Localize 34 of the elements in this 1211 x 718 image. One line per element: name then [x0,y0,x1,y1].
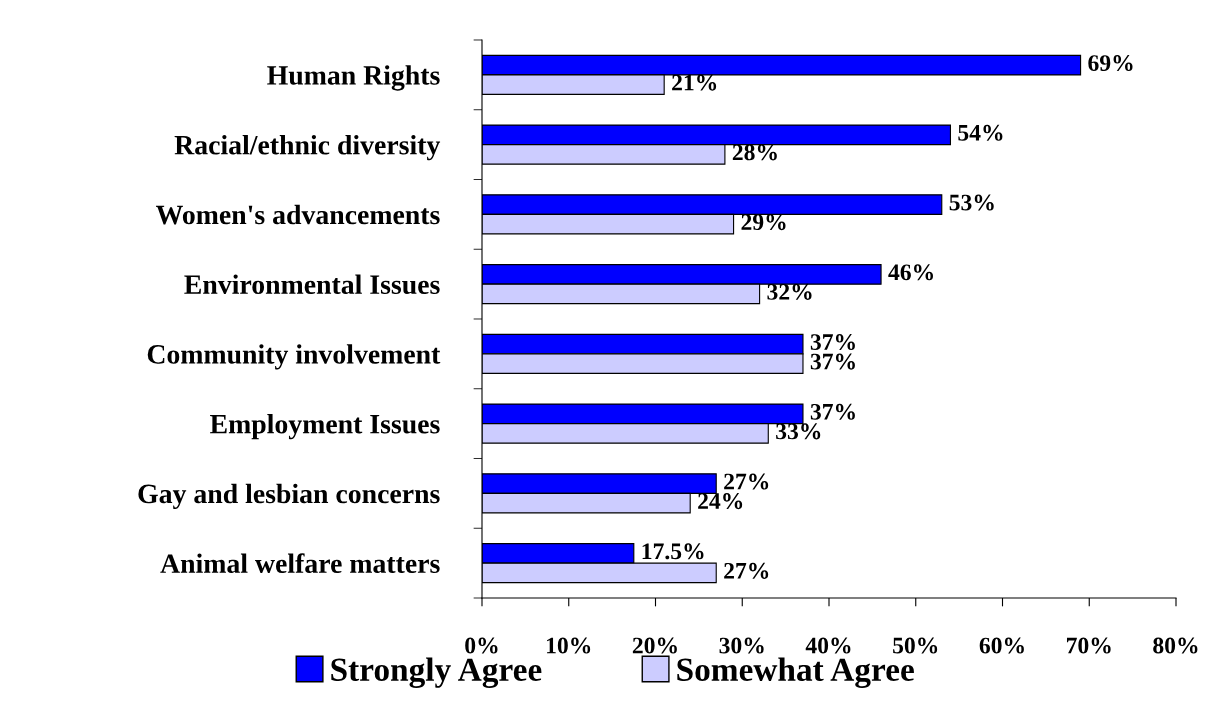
y-tick-label: Racial/ethnic diversity [174,134,441,161]
data-label: 54% [958,124,1003,141]
y-tick-label: Women's advancements [156,204,440,225]
y-tick-label: Gay and lesbian concerns [138,483,440,510]
data-label: 33% [776,423,821,440]
data-label: 24% [698,493,743,510]
data-label: 28% [732,144,777,161]
x-tick-label: 80% [1153,637,1198,654]
data-label: 21% [672,74,717,91]
x-tick-label: 60% [979,637,1024,654]
x-tick-label: 10% [547,637,591,654]
data-label: 46% [888,264,933,281]
data-label: 37% [810,353,855,370]
data-label: 17.5% [642,543,704,560]
data-label: 27% [724,562,769,579]
x-tick-label: 20% [632,637,677,654]
y-tick-label: Community involvement [147,344,441,370]
y-tick-label: Environmental Issues [184,274,440,295]
data-label: 37% [810,403,855,420]
legend-label: Somewhat Agree [677,657,914,688]
legend-label: Strongly Agree [331,657,542,688]
x-tick-label: 40% [805,637,851,654]
y-tick-label: Employment Issues [210,413,440,440]
x-tick-label: 50% [893,637,938,654]
data-label: 69% [1088,55,1133,72]
x-tick-label: 30% [719,637,764,654]
y-tick-label: Animal welfare matters [160,553,440,574]
x-tick-label: 70% [1066,637,1111,654]
data-label: 53% [949,194,994,211]
data-label: 37% [810,334,855,351]
data-label: 32% [767,283,812,300]
data-label: 27% [724,473,769,490]
x-tick-label: 0% [465,637,498,654]
y-tick-label: Human Rights [267,65,440,91]
